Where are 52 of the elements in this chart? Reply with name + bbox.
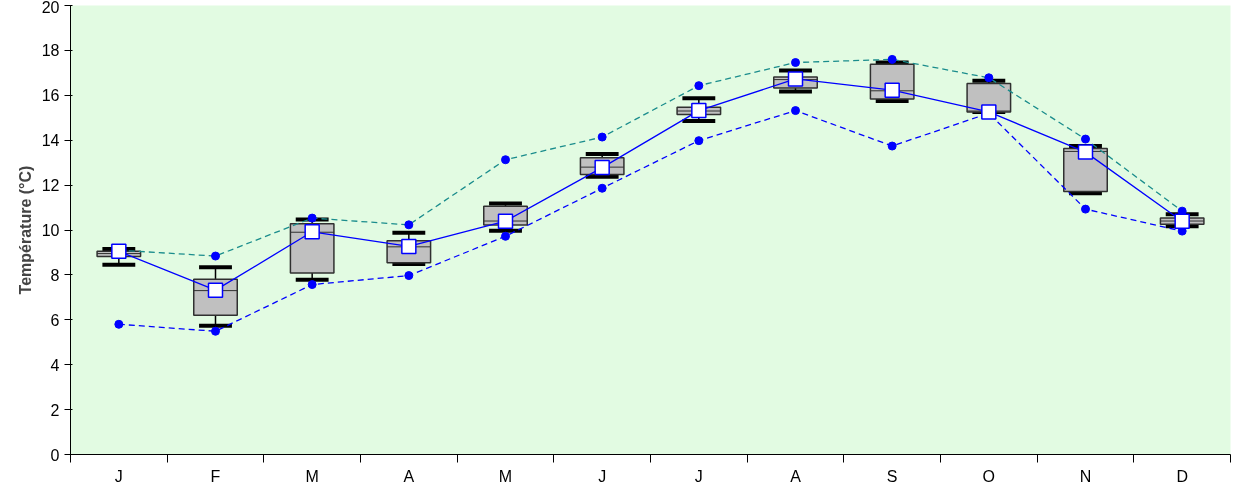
x-tick-label: O bbox=[982, 467, 996, 485]
point bbox=[887, 141, 897, 151]
point bbox=[501, 231, 510, 241]
x-tick-label: A bbox=[403, 467, 415, 485]
x-tick-label: J bbox=[114, 467, 123, 485]
point bbox=[694, 81, 704, 91]
y-tick-label: 10 bbox=[41, 222, 60, 239]
y-tick-label: 2 bbox=[50, 401, 60, 419]
point bbox=[787, 71, 804, 87]
x-tick-label: D bbox=[1176, 467, 1188, 485]
point bbox=[597, 183, 607, 193]
point bbox=[1174, 213, 1190, 229]
x-tick-label: M bbox=[498, 467, 513, 485]
point bbox=[307, 213, 317, 223]
x-tick-label: M bbox=[305, 467, 319, 485]
point bbox=[304, 224, 320, 240]
point bbox=[211, 326, 220, 336]
point bbox=[404, 220, 414, 230]
point bbox=[597, 132, 607, 142]
x-tick-label: S bbox=[886, 467, 898, 485]
point bbox=[884, 82, 900, 98]
point bbox=[307, 280, 317, 290]
point bbox=[791, 58, 800, 68]
point bbox=[1081, 204, 1090, 214]
x-tick-label: J bbox=[598, 467, 607, 485]
y-tick-label: 18 bbox=[41, 42, 60, 60]
point bbox=[404, 271, 414, 281]
point bbox=[211, 251, 220, 261]
point bbox=[981, 104, 997, 120]
y-tick-label: 6 bbox=[50, 311, 60, 329]
y-tick-label: 12 bbox=[41, 177, 60, 195]
point bbox=[984, 73, 994, 83]
x-tick-label: N bbox=[1079, 467, 1092, 485]
point bbox=[1077, 144, 1094, 160]
x-tick-label: A bbox=[790, 467, 802, 485]
point bbox=[501, 155, 510, 165]
y-tick-label: 20 bbox=[41, 0, 60, 16]
y-tick-label: 4 bbox=[50, 356, 60, 374]
y-tick-label: 16 bbox=[41, 87, 60, 105]
y-axis-title: Température (°C) bbox=[16, 165, 34, 295]
point bbox=[887, 54, 897, 64]
point bbox=[111, 243, 127, 260]
y-tick-label: 14 bbox=[41, 132, 60, 150]
point bbox=[691, 102, 707, 119]
point bbox=[1081, 134, 1090, 144]
point bbox=[694, 136, 704, 146]
point bbox=[114, 319, 124, 329]
x-tick-label: F bbox=[210, 467, 221, 485]
y-tick-label: 0 bbox=[50, 446, 60, 464]
y-tick-label: 8 bbox=[50, 266, 60, 284]
point bbox=[791, 106, 800, 116]
x-tick-label: J bbox=[694, 467, 703, 485]
